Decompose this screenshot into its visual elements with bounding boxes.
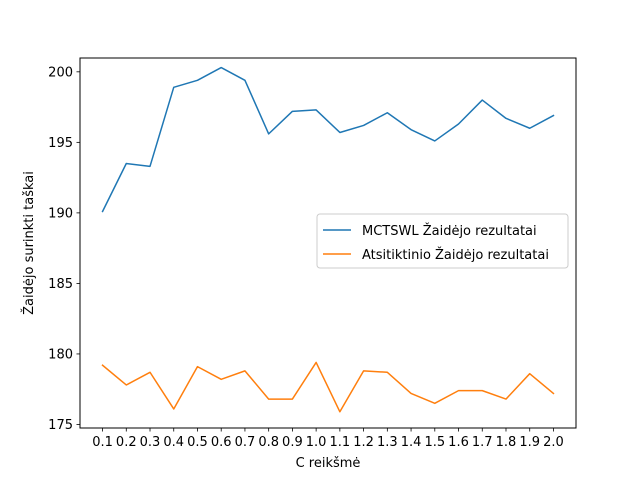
y-axis-label: Žaidėjo surinkti taškai (21, 171, 37, 315)
x-axis-label: C reikšmė (296, 456, 361, 471)
series-line-1 (101, 66, 555, 213)
legend-box (316, 213, 569, 269)
x-tick-label: 0.2 (116, 435, 137, 450)
y-tick-label: 185 (48, 277, 73, 292)
series-line-2 (101, 361, 555, 413)
x-tick-label: 1.1 (330, 435, 351, 450)
x-tick-label: 0.1 (92, 435, 113, 450)
x-tick-label: 1.0 (306, 435, 327, 450)
x-tick-label: 0.5 (187, 435, 208, 450)
x-tick-label: 1.2 (353, 435, 374, 450)
x-tick-label: 1.4 (401, 435, 422, 450)
y-tick-label: 190 (48, 206, 73, 221)
legend: MCTSWL Žaidėjo rezultatai Atsitiktinio Ž… (316, 213, 569, 269)
legend-label-atsitiktinio: Atsitiktinio Žaidėjo rezultatai (362, 247, 549, 263)
x-axis-ticks: 0.1 0.2 0.3 0.4 0.5 0.6 0.7 0.8 0.9 1.0 1.1 1.2 1.3 1… (92, 428, 564, 450)
plot-frame (79, 57, 577, 429)
y-tick-label: 200 (48, 65, 73, 80)
x-tick-label: 0.4 (163, 435, 184, 450)
x-tick-label: 1.5 (424, 435, 445, 450)
y-tick-label: 180 (48, 347, 73, 362)
x-tick-label: 2.0 (543, 435, 564, 450)
x-tick-label: 0.8 (258, 435, 279, 450)
x-tick-label: 1.9 (519, 435, 540, 450)
y-tick-label: 195 (48, 136, 73, 151)
x-tick-label: 0.3 (140, 435, 161, 450)
legend-label-mctswl: MCTSWL Žaidėjo rezultatai (362, 223, 537, 239)
y-tick-label: 175 (48, 418, 73, 433)
y-axis-ticks: 175 180 185 190 195 200 (48, 65, 80, 433)
x-tick-label: 0.6 (211, 435, 232, 450)
x-tick-label: 0.9 (282, 435, 303, 450)
series-layer (101, 66, 555, 413)
x-tick-label: 1.7 (472, 435, 493, 450)
x-tick-label: 1.3 (377, 435, 398, 450)
x-tick-label: 0.7 (235, 435, 256, 450)
x-tick-label: 1.6 (448, 435, 469, 450)
x-tick-label: 1.8 (496, 435, 517, 450)
